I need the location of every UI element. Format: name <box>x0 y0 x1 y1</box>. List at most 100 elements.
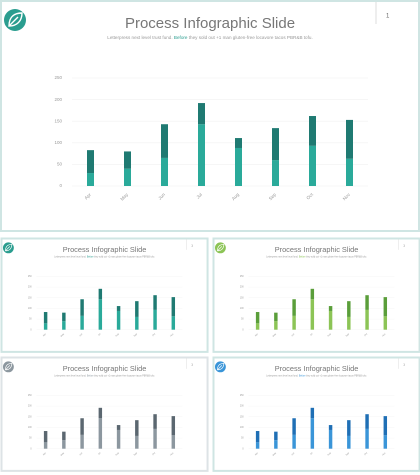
slide: 1 Process Infographic Slide Letterpress ne… <box>0 0 420 232</box>
bar-segment <box>255 312 260 324</box>
x-tick-label: Aug <box>115 332 120 337</box>
bar-segment <box>171 297 176 317</box>
bar-segment <box>116 429 121 449</box>
bar-segment <box>255 431 260 443</box>
x-tick-label: Apr <box>42 332 47 337</box>
bar-segment <box>272 128 279 161</box>
bar-segment <box>365 295 369 310</box>
subtitle-part: Before <box>174 35 188 40</box>
y-tick-label: 250 <box>54 75 62 80</box>
subtitle-part: Letterpress next level trust fund. <box>266 374 299 377</box>
bar-segment <box>383 316 388 330</box>
slide-frame <box>0 0 420 232</box>
bar-segment <box>346 158 353 186</box>
x-tick-label: Sep <box>134 333 139 338</box>
bar-segment <box>274 431 278 441</box>
slide-title: Process Infographic Slide <box>275 364 359 373</box>
y-tick-label: 200 <box>28 406 32 408</box>
bar-segment <box>365 309 369 330</box>
bar-segment <box>347 316 351 330</box>
slide-title: Process Infographic Slide <box>125 15 295 32</box>
bar-segment <box>80 434 84 449</box>
y-tick-label: 200 <box>54 97 62 102</box>
x-tick-label: Apr <box>83 192 92 201</box>
slide-frame <box>0 237 209 353</box>
y-tick-label: 200 <box>28 287 32 289</box>
bar-segment <box>383 297 388 317</box>
bar-segment <box>116 310 121 330</box>
x-tick-label: May <box>119 192 129 202</box>
logo-leaf <box>5 244 13 252</box>
bar-segment <box>292 418 296 435</box>
x-tick-label: Nov <box>342 192 352 202</box>
bar-segment <box>80 315 84 330</box>
bar-segment <box>365 414 369 429</box>
slide-title: Process Infographic Slide <box>63 364 147 373</box>
y-tick-label: 0 <box>242 329 244 331</box>
y-tick-label: 100 <box>54 140 62 145</box>
subtitle-part: Letterpress next level trust fund. <box>54 255 87 258</box>
slide-frame <box>0 356 209 472</box>
y-tick-label: 100 <box>240 427 244 429</box>
bar-segment <box>116 425 121 430</box>
x-tick-label: Jul <box>98 333 102 337</box>
bar-segment <box>116 306 121 311</box>
subtitle-part: they sold out +1 man gluten-free locavor… <box>305 374 367 377</box>
x-tick-label: Oct <box>152 332 157 337</box>
bar-segment <box>255 442 260 449</box>
y-tick-label: 50 <box>29 319 32 321</box>
bar-segment <box>153 428 157 449</box>
slide-subtitle: Letterpress next level trust fund. Befor… <box>54 374 155 377</box>
bar-segment <box>347 420 351 436</box>
x-tick-label: Apr <box>254 451 259 456</box>
bar-segment <box>365 428 369 449</box>
y-tick-label: 150 <box>240 416 244 418</box>
slide-title: Process Infographic Slide <box>275 245 359 254</box>
x-tick-label: Oct <box>152 451 157 456</box>
bar-segment <box>272 160 279 186</box>
y-tick-label: 250 <box>28 395 32 397</box>
page-number: 1 <box>386 14 390 20</box>
y-tick-label: 250 <box>28 276 32 278</box>
bar-segment <box>153 309 157 330</box>
x-tick-label: Sep <box>346 452 351 457</box>
x-tick-label: Jul <box>195 192 203 200</box>
page-number: 1 <box>403 363 405 367</box>
x-tick-label: Aug <box>231 192 241 202</box>
y-tick-label: 50 <box>241 438 244 440</box>
bar-segment <box>274 312 278 322</box>
x-tick-label: Nov <box>382 452 387 457</box>
bar-segment <box>171 316 176 330</box>
bar-segment <box>347 301 351 317</box>
bar-segment <box>171 416 176 436</box>
subtitle-part: they sold out +1 man gluten-free locavor… <box>93 374 155 377</box>
bar-segment <box>62 431 66 441</box>
bar-segment <box>62 440 66 449</box>
page-number: 1 <box>403 244 405 248</box>
bar-segment <box>346 119 353 159</box>
bar-segment <box>198 103 205 125</box>
bar-segment <box>255 323 260 330</box>
bar-segment <box>328 429 333 449</box>
x-tick-label: Sep <box>268 192 278 202</box>
logo-leaf <box>217 363 225 371</box>
x-tick-label: Jun <box>291 333 296 338</box>
page-number: 1 <box>191 363 193 367</box>
bar-segment <box>309 145 316 186</box>
subtitle-part: Letterpress next level trust fund. <box>54 374 87 377</box>
slide-frame <box>212 356 420 472</box>
subtitle-part: Letterpress next level trust fund. <box>266 255 299 258</box>
bar-segment <box>62 321 66 330</box>
x-tick-label: Sep <box>346 333 351 338</box>
bar-segment <box>87 150 94 174</box>
x-tick-label: Oct <box>364 451 369 456</box>
bar-segment <box>383 416 388 436</box>
bar-segment <box>135 435 139 449</box>
logo-leaf <box>217 244 225 252</box>
bar-segment <box>98 407 103 419</box>
